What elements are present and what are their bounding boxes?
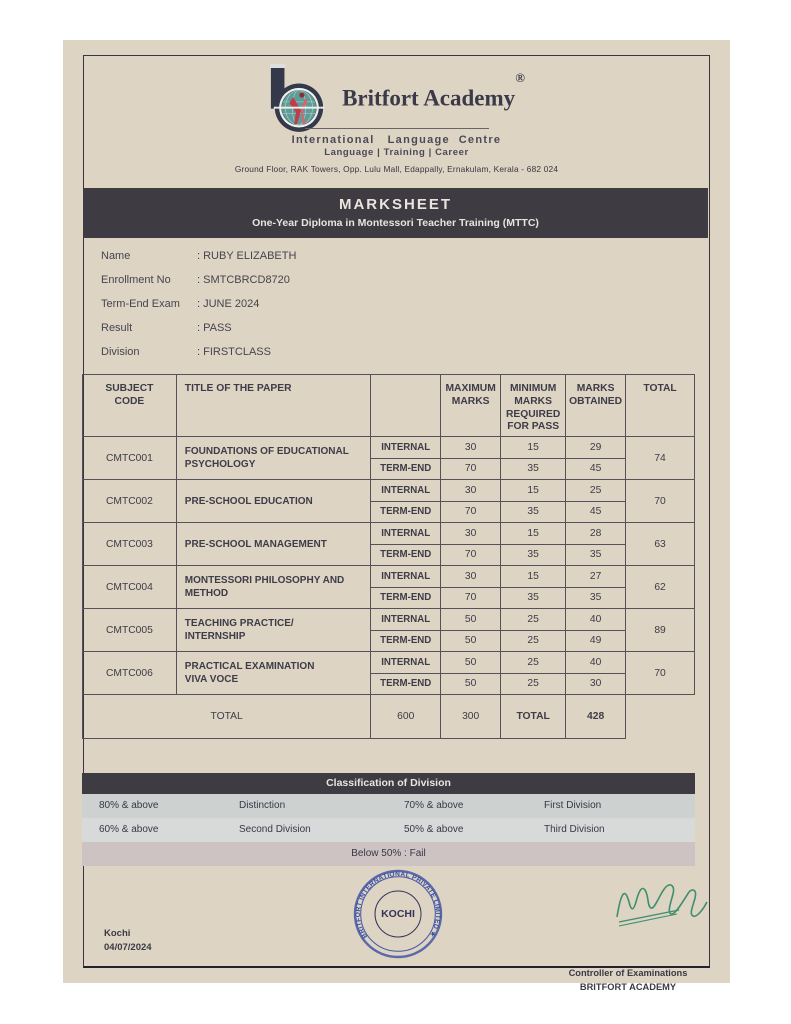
svg-text:KOCHI: KOCHI	[381, 908, 415, 920]
